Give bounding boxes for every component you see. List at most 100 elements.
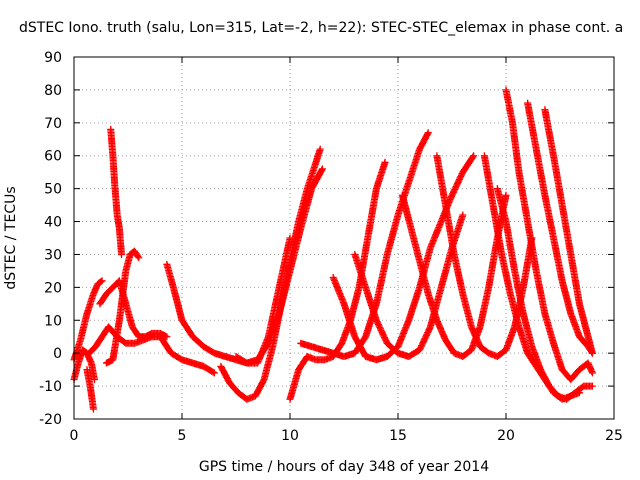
data-point (394, 343, 402, 351)
data-point (459, 168, 467, 176)
data-point (405, 178, 413, 186)
data-point (372, 316, 380, 324)
series-track (329, 152, 478, 364)
data-point (502, 346, 510, 354)
y-tick-label: 40 (44, 215, 62, 231)
data-point (532, 145, 540, 153)
data-point (502, 86, 510, 94)
data-point (351, 333, 359, 341)
data-point (362, 333, 370, 341)
data-point (362, 352, 370, 360)
data-point (459, 211, 467, 219)
data-point (524, 349, 532, 357)
data-point (558, 277, 566, 285)
data-point (567, 310, 575, 318)
data-point (355, 283, 363, 291)
data-point (74, 359, 82, 367)
data-point (364, 234, 372, 242)
data-point (476, 323, 484, 331)
data-point (416, 346, 424, 354)
series-track (102, 247, 143, 367)
data-point (217, 362, 225, 370)
data-point (524, 218, 532, 226)
y-tick-label: 10 (44, 313, 62, 329)
series-track (83, 366, 97, 413)
data-point (485, 283, 493, 291)
data-points (70, 86, 596, 413)
x-tick-label: 15 (389, 428, 407, 444)
data-point (554, 392, 562, 400)
chart-title: dSTEC Iono. truth (salu, Lon=315, Lat=-2… (19, 20, 623, 36)
plot-frame (73, 56, 615, 420)
data-point (135, 333, 143, 341)
data-point (437, 283, 445, 291)
data-point (567, 376, 575, 384)
data-point (416, 283, 424, 291)
data-point (567, 250, 575, 258)
data-point (433, 152, 441, 160)
data-point (126, 250, 134, 258)
data-point (405, 316, 413, 324)
data-point (98, 277, 106, 285)
data-point (297, 224, 305, 232)
data-point (588, 382, 596, 390)
data-point (312, 356, 320, 364)
data-point (541, 106, 549, 114)
data-point (459, 352, 467, 360)
data-point (562, 395, 570, 403)
y-axis-ticks: -20 -10 0 10 20 30 40 50 60 70 80 90 (39, 50, 614, 428)
data-point (511, 267, 519, 275)
data-point (459, 290, 467, 298)
data-point (550, 234, 558, 242)
data-point (122, 267, 130, 275)
data-point (200, 362, 208, 370)
y-tick-label: 20 (44, 280, 62, 296)
data-point (135, 254, 143, 262)
data-point (234, 389, 242, 397)
data-point (550, 339, 558, 347)
data-point (338, 339, 346, 347)
data-point (467, 323, 475, 331)
data-point (340, 300, 348, 308)
data-point (493, 185, 501, 193)
data-point (308, 185, 316, 193)
data-point (243, 359, 251, 367)
data-point (489, 201, 497, 209)
data-point (115, 224, 123, 232)
data-point (107, 125, 115, 133)
data-point (571, 389, 579, 397)
data-point (169, 283, 177, 291)
data-point (109, 152, 117, 160)
data-point (545, 382, 553, 390)
data-point (297, 339, 305, 347)
data-point (508, 119, 516, 127)
data-point (303, 352, 311, 360)
y-axis-title: dSTEC / TECUs (3, 186, 19, 289)
data-point (286, 395, 294, 403)
y-tick-label: 90 (44, 50, 62, 66)
data-point (498, 250, 506, 258)
data-point (424, 290, 432, 298)
data-point (269, 343, 277, 351)
x-axis-ticks: 0 5 10 15 20 25 (70, 57, 623, 444)
data-point (94, 280, 102, 288)
data-point (316, 145, 324, 153)
y-tick-label: 50 (44, 182, 62, 198)
data-point (351, 250, 359, 258)
data-point (118, 250, 126, 258)
data-point (476, 343, 484, 351)
data-point (109, 283, 117, 291)
data-point (210, 369, 218, 377)
data-point (362, 283, 370, 291)
data-point (502, 218, 510, 226)
data-point (329, 273, 337, 281)
data-point (485, 349, 493, 357)
data-point (541, 310, 549, 318)
data-point (89, 290, 97, 298)
data-point (102, 290, 110, 298)
data-point (575, 333, 583, 341)
data-point (405, 352, 413, 360)
data-point (394, 349, 402, 357)
series-track (493, 185, 596, 403)
data-point (109, 356, 117, 364)
